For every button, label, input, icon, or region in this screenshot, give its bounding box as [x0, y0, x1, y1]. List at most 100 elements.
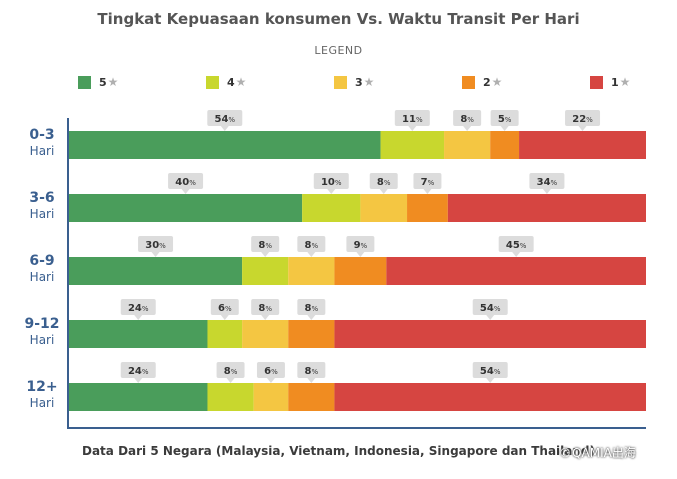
data-label-text: 34%	[537, 177, 558, 188]
data-label-bubble	[297, 236, 326, 252]
data-label: 24%	[120, 299, 156, 320]
bar-segment-1	[334, 320, 646, 348]
data-label-text: 40%	[175, 177, 196, 188]
data-label: 11%	[394, 110, 430, 131]
data-label: 54%	[207, 110, 243, 131]
star-icon: ★	[363, 75, 375, 89]
data-label-bubble	[256, 362, 285, 378]
legend-swatch	[462, 75, 475, 89]
data-label-text: 7%	[421, 177, 435, 188]
data-label-bubble	[472, 362, 508, 378]
data-label-pointer	[512, 252, 521, 257]
data-label: 8%	[251, 299, 280, 320]
data-label: 8%	[297, 299, 326, 320]
data-label: 45%	[498, 236, 534, 257]
data-label-pointer	[181, 189, 190, 194]
row-label-unit: Hari	[29, 332, 55, 347]
data-label-bubble	[138, 236, 174, 252]
legend-swatch	[78, 75, 91, 89]
data-label-text: 9%	[354, 240, 368, 251]
data-label-text: 8%	[305, 240, 319, 251]
bar-segment-4	[207, 320, 243, 348]
watermark-text: QAMIA出海	[572, 446, 636, 460]
data-label-bubble	[251, 236, 280, 252]
data-label-pointer	[226, 378, 235, 383]
data-label-pointer	[220, 315, 229, 320]
data-label-bubble	[529, 173, 565, 189]
data-label-bubble	[490, 110, 519, 126]
data-label-text: 30%	[145, 240, 166, 251]
data-label-pointer	[134, 378, 143, 383]
data-label-pointer	[356, 252, 365, 257]
chart-title: Tingkat Kepuasaan konsumen Vs. Waktu Tra…	[97, 10, 580, 28]
data-label: 6%	[256, 362, 285, 383]
legend-item-3: 3 ★	[334, 74, 374, 90]
data-label-bubble	[216, 362, 245, 378]
bar-segment-3	[253, 383, 289, 411]
data-label-pointer	[151, 252, 160, 257]
bar-segment-4	[242, 257, 289, 285]
data-label: 24%	[120, 362, 156, 383]
legend-label: 5	[99, 75, 107, 89]
data-label: 8%	[297, 362, 326, 383]
legend-label: 3	[355, 75, 363, 89]
bar-segment-3	[288, 257, 335, 285]
data-label-bubble	[168, 173, 204, 189]
data-label-bubble	[210, 299, 239, 315]
bar-segment-2	[334, 257, 387, 285]
data-label: 8%	[369, 173, 398, 194]
data-label-pointer	[327, 189, 336, 194]
data-label-text: 6%	[218, 303, 232, 314]
data-label-text: 8%	[305, 303, 319, 314]
data-label-bubble	[120, 362, 156, 378]
bar-segment-4	[302, 194, 361, 222]
data-label-text: 8%	[224, 366, 238, 377]
data-label-pointer	[486, 378, 495, 383]
data-label-text: 10%	[321, 177, 342, 188]
star-icon: ★	[235, 75, 247, 89]
data-label: 10%	[313, 173, 349, 194]
data-label: 9%	[346, 236, 375, 257]
data-label-bubble	[297, 362, 326, 378]
data-label-text: 5%	[498, 114, 512, 125]
bar-segment-2	[288, 383, 335, 411]
watermark: ✆ QAMIA出海	[560, 444, 636, 461]
data-label-pointer	[463, 126, 472, 131]
data-label: 34%	[529, 173, 565, 194]
row-label-range: 6-9	[29, 253, 55, 269]
star-icon: ★	[619, 75, 631, 89]
data-label-text: 54%	[215, 114, 236, 125]
row-label-unit: Hari	[29, 206, 55, 221]
data-label-bubble	[472, 299, 508, 315]
data-label-text: 22%	[572, 114, 593, 125]
legend-item-5: 5 ★	[78, 74, 118, 90]
row-label: 6-9 Hari	[20, 253, 64, 284]
bar-segment-1	[519, 131, 646, 159]
bar-segment-2	[288, 320, 335, 348]
data-label-bubble	[313, 173, 349, 189]
data-label-text: 24%	[128, 303, 149, 314]
legend-label: 2	[483, 75, 491, 89]
data-label-text: 6%	[264, 366, 278, 377]
data-label-bubble	[413, 173, 442, 189]
data-label-pointer	[423, 189, 432, 194]
legend-swatch	[334, 75, 347, 89]
data-label-bubble	[453, 110, 482, 126]
data-label-text: 8%	[258, 303, 272, 314]
data-label-text: 8%	[460, 114, 474, 125]
legend-item-4: 4 ★	[206, 74, 246, 90]
data-label-text: 24%	[128, 366, 149, 377]
footer-note: Data Dari 5 Negara (Malaysia, Vietnam, I…	[82, 444, 595, 458]
legend-swatch	[590, 75, 603, 89]
bar-segment-2	[490, 131, 520, 159]
data-label-text: 54%	[480, 366, 501, 377]
star-icon: ★	[491, 75, 503, 89]
legend-title: LEGEND	[314, 44, 363, 57]
bar-segment-4	[207, 383, 254, 411]
data-label-bubble	[251, 299, 280, 315]
data-label-pointer	[542, 189, 551, 194]
legend-label: 4	[227, 75, 235, 89]
data-label-text: 54%	[480, 303, 501, 314]
bar-segment-3	[444, 131, 491, 159]
row-label-range: 12+	[26, 379, 58, 395]
